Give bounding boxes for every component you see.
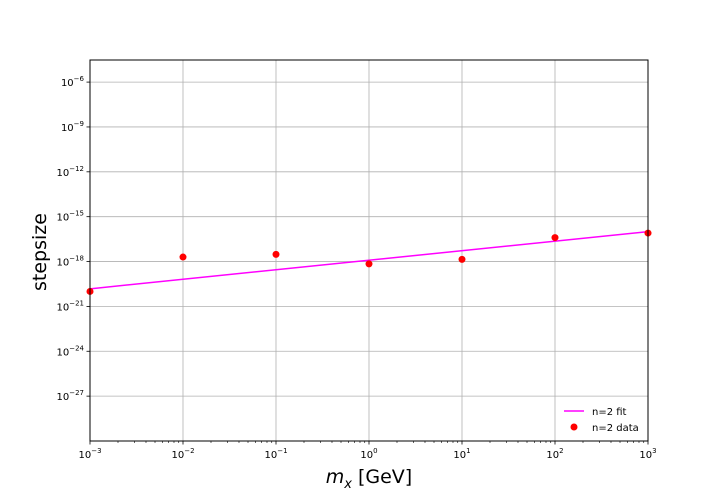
grid-lines [89,60,649,441]
x-axis-label-sub: x [343,477,352,492]
tick-labels: 10−3 10−2 10−1 100 101 102 103 10−27 10−24 10−21 1… [56,75,656,461]
x-tick-label: 100 [360,447,377,461]
y-tick-label: 10−21 [56,299,84,313]
data-point [458,255,466,263]
legend: n=2 fit n=2 data [564,407,639,434]
y-tick-label: 10−12 [56,165,84,179]
data-point [179,253,187,261]
x-tick-label: 101 [453,447,470,461]
legend-marker-swatch [570,423,578,431]
x-tick-label: 10−2 [171,447,194,461]
x-tick-label: 10−1 [264,447,287,461]
y-tick-label: 10−6 [61,75,85,89]
y-tick-label: 10−27 [56,389,84,403]
y-tick-label: 10−18 [56,255,84,269]
legend-label-fit: n=2 fit [592,407,627,418]
x-tick-label: 10−3 [78,447,101,461]
y-tick-label: 10−9 [61,120,84,134]
y-axis-label: stepsize [29,213,51,291]
data-point [365,260,373,268]
x-axis-label: mx [GeV] [326,466,412,492]
x-tick-label: 103 [639,447,656,461]
x-tick-label: 102 [546,447,563,461]
y-tick-label: 10−24 [56,344,84,358]
fit-line [89,230,649,290]
ticks [86,81,649,445]
y-tick-label: 10−15 [56,210,84,224]
x-axis-label-unit: [GeV] [358,466,412,488]
x-axis-label-var: m [326,466,345,488]
legend-label-data: n=2 data [592,423,639,434]
data-point [272,250,280,258]
data-point [551,234,559,242]
